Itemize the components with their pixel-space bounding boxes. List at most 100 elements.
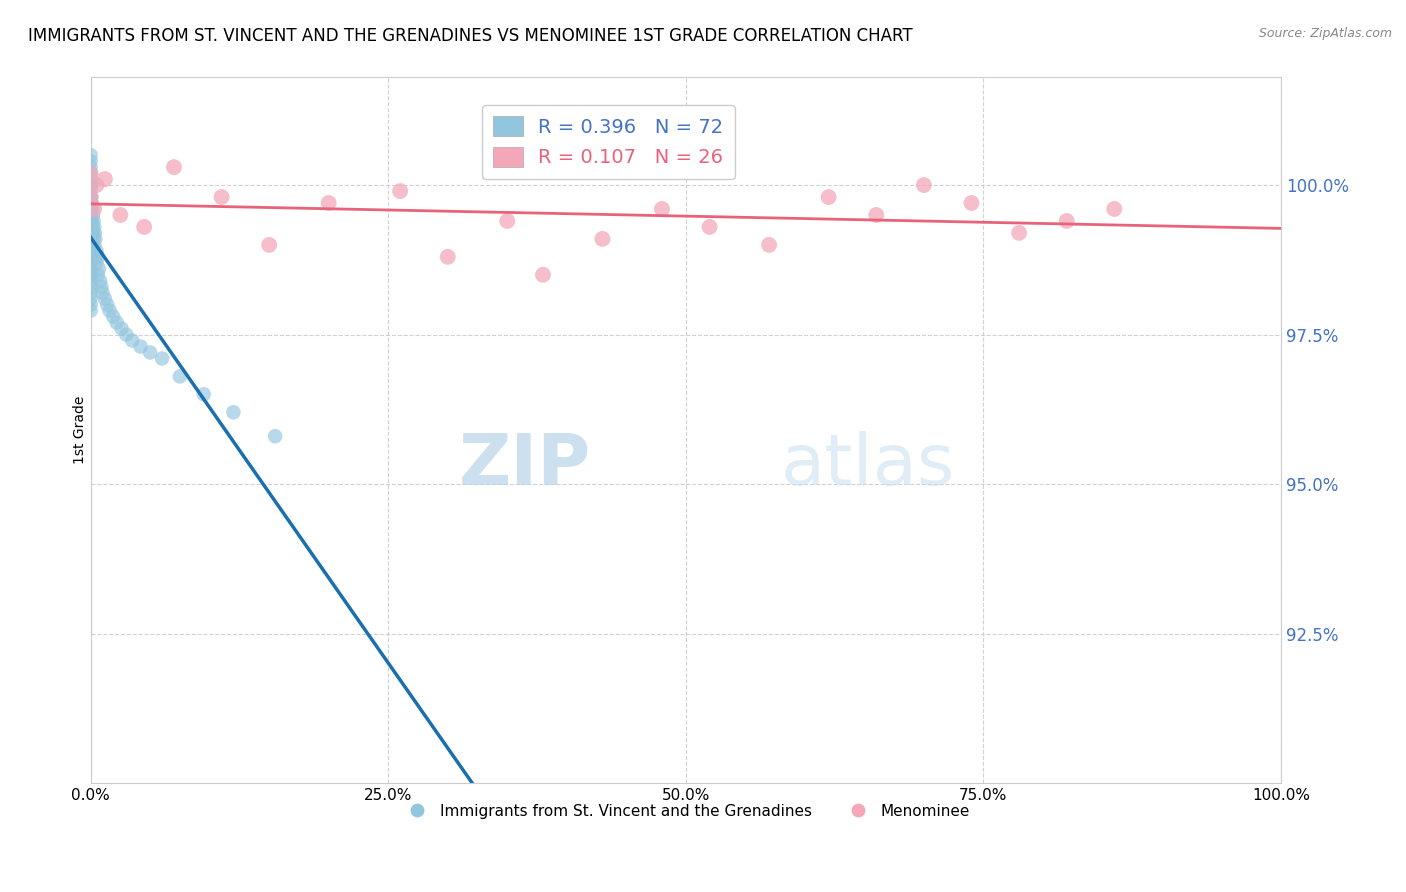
Point — [86, 256, 108, 270]
Point — [79, 274, 101, 288]
Legend: Immigrants from St. Vincent and the Grenadines, Menominee: Immigrants from St. Vincent and the Gren… — [395, 797, 976, 825]
Point — [79, 238, 101, 252]
Point — [94, 292, 117, 306]
Point — [79, 166, 101, 180]
Point — [531, 268, 554, 282]
Point — [169, 369, 191, 384]
Point — [699, 219, 721, 234]
Point — [79, 178, 101, 192]
Y-axis label: 1st Grade: 1st Grade — [73, 396, 87, 465]
Point — [150, 351, 173, 366]
Point — [82, 219, 104, 234]
Point — [80, 250, 103, 264]
Point — [758, 238, 780, 252]
Point — [318, 196, 340, 211]
Point — [121, 334, 143, 348]
Text: Source: ZipAtlas.com: Source: ZipAtlas.com — [1258, 27, 1392, 40]
Text: IMMIGRANTS FROM ST. VINCENT AND THE GRENADINES VS MENOMINEE 1ST GRADE CORRELATIO: IMMIGRANTS FROM ST. VINCENT AND THE GREN… — [28, 27, 912, 45]
Point — [79, 160, 101, 174]
Point — [79, 148, 101, 162]
Point — [79, 214, 101, 228]
Point — [94, 172, 117, 186]
Point — [591, 232, 613, 246]
Point — [105, 316, 128, 330]
Point — [79, 261, 101, 276]
Point — [79, 244, 101, 258]
Point — [79, 208, 101, 222]
Point — [129, 339, 152, 353]
Point — [193, 387, 215, 401]
Point — [496, 214, 519, 228]
Point — [222, 405, 245, 419]
Point — [110, 321, 132, 335]
Point — [912, 178, 935, 192]
Point — [84, 232, 107, 246]
Point — [87, 250, 110, 264]
Point — [1056, 214, 1078, 228]
Point — [80, 214, 103, 228]
Point — [87, 268, 110, 282]
Point — [91, 285, 114, 300]
Point — [139, 345, 162, 359]
Point — [82, 244, 104, 258]
Point — [134, 219, 156, 234]
Point — [82, 208, 104, 222]
Point — [82, 202, 104, 216]
Point — [436, 250, 458, 264]
Point — [115, 327, 138, 342]
Point — [87, 261, 110, 276]
Point — [1104, 202, 1126, 216]
Text: ZIP: ZIP — [458, 431, 591, 500]
Point — [1008, 226, 1031, 240]
Point — [651, 202, 673, 216]
Point — [79, 219, 101, 234]
Point — [79, 279, 101, 293]
Point — [83, 238, 105, 252]
Point — [389, 184, 412, 198]
Point — [110, 208, 132, 222]
Point — [960, 196, 983, 211]
Point — [79, 232, 101, 246]
Point — [79, 303, 101, 318]
Point — [257, 238, 280, 252]
Point — [84, 250, 107, 264]
Point — [96, 298, 118, 312]
Point — [80, 178, 103, 192]
Point — [211, 190, 233, 204]
Point — [79, 196, 101, 211]
Point — [89, 274, 111, 288]
Text: atlas: atlas — [780, 431, 956, 500]
Point — [79, 178, 101, 192]
Point — [817, 190, 839, 204]
Point — [82, 226, 104, 240]
Point — [83, 226, 105, 240]
Point — [79, 172, 101, 186]
Point — [83, 202, 105, 216]
Point — [79, 298, 101, 312]
Point — [79, 292, 101, 306]
Point — [865, 208, 887, 222]
Point — [79, 202, 101, 216]
Point — [79, 226, 101, 240]
Point — [79, 256, 101, 270]
Point — [264, 429, 287, 443]
Point — [83, 219, 105, 234]
Point — [80, 190, 103, 204]
Point — [79, 178, 101, 192]
Point — [79, 285, 101, 300]
Point — [163, 160, 186, 174]
Point — [80, 232, 103, 246]
Point — [79, 250, 101, 264]
Point — [83, 232, 105, 246]
Point — [79, 268, 101, 282]
Point — [79, 184, 101, 198]
Point — [86, 244, 108, 258]
Point — [79, 166, 101, 180]
Point — [83, 214, 105, 228]
Point — [98, 303, 121, 318]
Point — [80, 196, 103, 211]
Point — [79, 190, 101, 204]
Point — [90, 279, 112, 293]
Point — [86, 178, 108, 192]
Point — [80, 208, 103, 222]
